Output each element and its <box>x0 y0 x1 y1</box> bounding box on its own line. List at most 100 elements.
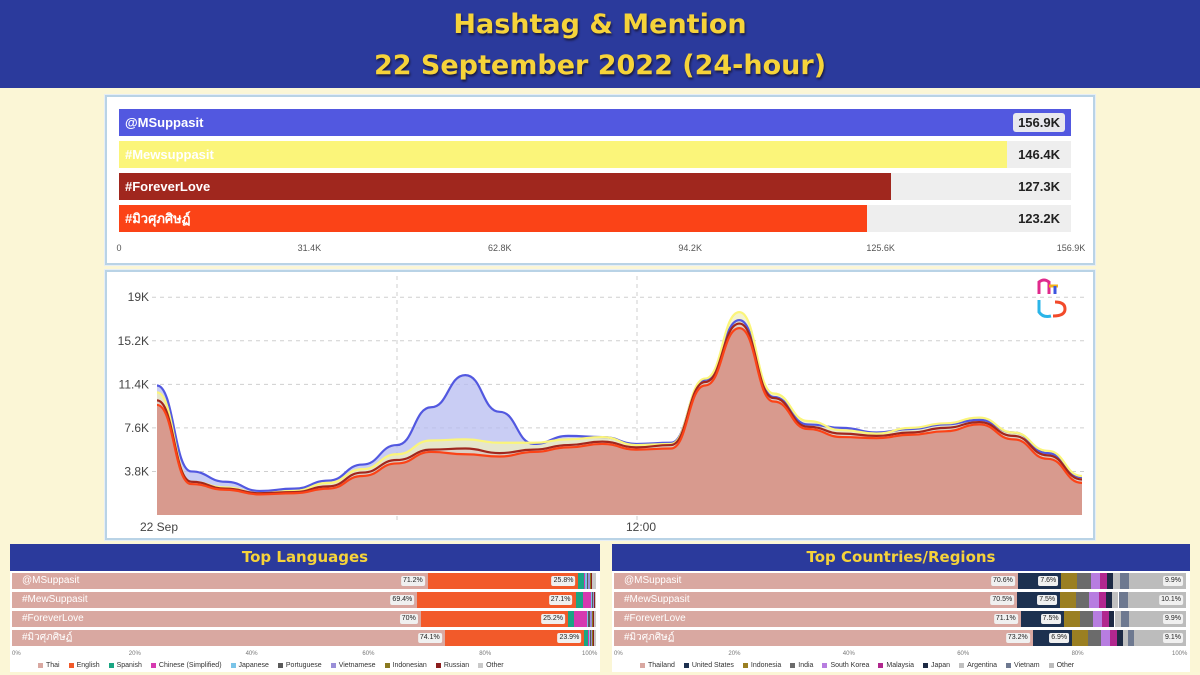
stacked-bar-row: #ForeverLove 70% 25.2% <box>12 611 596 627</box>
stacked-segment <box>591 611 594 627</box>
timeline-svg: 19K 15.2K 11.4K 7.6K 3.8K 22 Sep 12:00 <box>118 276 1087 534</box>
stacked-segment <box>417 592 576 608</box>
hbar-label: @MSuppasit <box>125 115 204 130</box>
percent-axis-tick: 80% <box>1071 651 1084 657</box>
legend-swatch <box>1048 662 1054 668</box>
stacked-segment <box>614 630 1033 646</box>
stacked-segment <box>593 592 595 608</box>
stacked-bar-label: #ForeverLove <box>624 613 686 624</box>
y-tick-label: 3.8K <box>124 464 149 478</box>
hbar-fill <box>119 141 1008 168</box>
stacked-segment <box>12 630 445 646</box>
stacked-segment <box>1100 573 1108 589</box>
stacked-segment <box>575 592 583 608</box>
legend-label: United States <box>691 662 734 669</box>
stacked-segment <box>1114 611 1122 627</box>
percent-badge: 7.6% <box>1038 576 1059 586</box>
legend-item: Other <box>478 662 504 669</box>
stacked-segment <box>586 611 589 627</box>
hbar-row: @MSuppasit 156.9K <box>119 109 1071 136</box>
y-tick-label: 19K <box>128 290 149 304</box>
stacked-bar-row: @MSuppasit 71.2% 25.8% <box>12 573 596 589</box>
stacked-segment <box>1077 573 1092 589</box>
hbar-value: 146.4K <box>1018 147 1060 162</box>
stacked-segment <box>1122 630 1129 646</box>
legend-label: English <box>76 662 100 669</box>
hbar-fill <box>119 109 1071 136</box>
stacked-bar-row: @MSuppasit 70.6% 7.6% 9.9% <box>614 573 1186 589</box>
percent-badge: 70.5% <box>990 595 1015 605</box>
percent-axis-tick: 20% <box>128 651 141 657</box>
legend-item: United States <box>683 662 734 669</box>
stacked-segment <box>444 630 585 646</box>
percent-badge: 9.9% <box>1163 614 1183 624</box>
stacked-segment <box>588 573 590 589</box>
stacked-segment <box>1119 573 1130 589</box>
legend-swatch <box>330 662 336 668</box>
stacked-segment <box>593 630 594 646</box>
stacked-segment <box>1105 592 1112 608</box>
stacked-segment <box>589 573 591 589</box>
stacked-segment <box>1076 592 1090 608</box>
top-languages-title: Top Languages <box>10 544 600 571</box>
series-line <box>156 322 1083 495</box>
legend-swatch <box>1006 662 1012 668</box>
legend-label: Argentina <box>967 662 998 669</box>
hbar-fill <box>119 173 892 200</box>
languages-legend: Thai English Spanish Chinese (Simplified) Ja… <box>38 662 513 669</box>
legend-swatch <box>108 662 114 668</box>
stacked-segment <box>594 611 596 627</box>
percent-badge: 74.1% <box>417 633 442 643</box>
legend-item: Thai <box>38 662 60 669</box>
percent-badge: 70.6% <box>990 576 1015 586</box>
stacked-segment <box>590 611 592 627</box>
top-countries-panel: Top Countries/Regions @MSuppasit 70.6% 7.6… <box>612 544 1190 672</box>
legend-item: Portuguese <box>277 662 322 669</box>
percent-badge: 71.1% <box>993 614 1018 624</box>
bar-axis-tick: 125.6K <box>866 243 895 253</box>
hashtag-bar-chart: @MSuppasit 156.9K #Mewsuppasit 146.4K #Forev… <box>105 95 1095 265</box>
stacked-segment <box>427 573 579 589</box>
stacked-segment <box>588 611 591 627</box>
stacked-segment <box>593 592 594 608</box>
legend-swatch <box>68 662 74 668</box>
legend-item: English <box>68 662 100 669</box>
stacked-segment <box>12 573 428 589</box>
percent-axis-tick: 0% <box>12 651 21 657</box>
hbar-value: 127.3K <box>1018 179 1060 194</box>
legend-item: South Korea <box>822 662 869 669</box>
stacked-segment <box>420 611 568 627</box>
stacked-bar-row: #มิวศุภศิษฏ์ 73.2% 6.9% 9.1% <box>614 630 1186 646</box>
hbar-value: 123.2K <box>1018 211 1060 226</box>
y-tick-label: 15.2K <box>118 334 149 348</box>
stacked-segment <box>1061 573 1078 589</box>
legend-item: Russian <box>435 662 469 669</box>
legend-item: India <box>790 662 813 669</box>
legend-swatch <box>640 662 645 668</box>
stacked-segment <box>592 630 594 646</box>
legend-item: Vietnam <box>1006 662 1040 669</box>
stacked-segment <box>1089 592 1100 608</box>
stacked-segment <box>1111 592 1119 608</box>
stacked-bar-label: #MewSuppasit <box>624 594 690 605</box>
stacked-segment <box>1092 611 1102 627</box>
legend-label: Malaysia <box>886 662 914 669</box>
legend-swatch <box>878 662 884 668</box>
legend-swatch <box>150 662 156 668</box>
percent-badge: 25.8% <box>551 576 576 586</box>
stacked-segment <box>1087 630 1101 646</box>
stacked-segment <box>593 611 595 627</box>
legend-swatch <box>683 662 689 668</box>
stacked-segment <box>586 573 589 589</box>
legend-label: India <box>798 662 814 669</box>
stacked-segment <box>1072 630 1088 646</box>
percent-axis-tick: 0% <box>614 651 623 657</box>
stacked-segment <box>588 630 591 646</box>
legend-label: Vietnam <box>1014 662 1040 669</box>
legend-swatch <box>277 662 283 668</box>
percent-badge: 25.2% <box>541 614 565 624</box>
stacked-bar-label: @MSuppasit <box>22 575 80 586</box>
legend-swatch <box>230 662 236 668</box>
legend-label: Other <box>486 662 504 669</box>
percent-badge: 73.2% <box>1005 633 1030 643</box>
